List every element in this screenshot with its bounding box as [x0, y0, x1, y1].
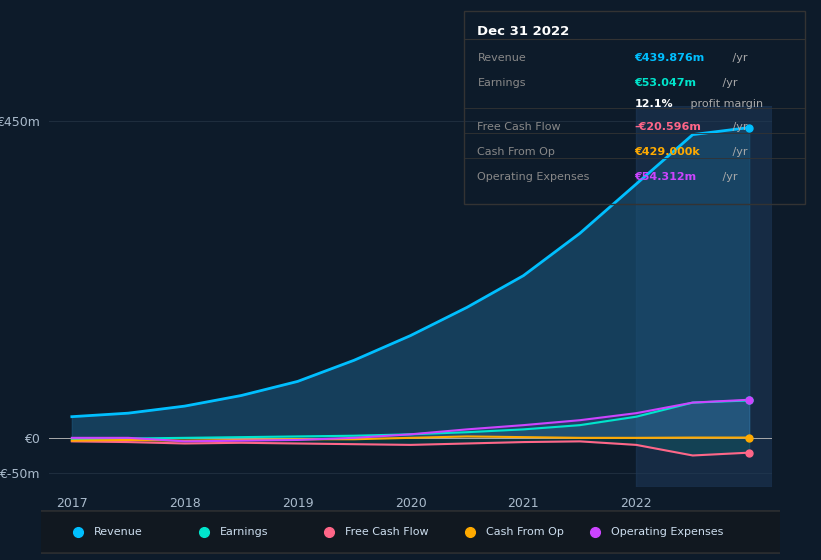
Text: Cash From Op: Cash From Op	[478, 147, 555, 157]
Text: 12.1%: 12.1%	[635, 99, 673, 109]
Text: Operating Expenses: Operating Expenses	[612, 527, 724, 537]
Text: Earnings: Earnings	[478, 78, 526, 88]
Text: Revenue: Revenue	[94, 527, 143, 537]
Text: Free Cash Flow: Free Cash Flow	[478, 122, 561, 132]
Text: €429.000k: €429.000k	[635, 147, 700, 157]
Text: Cash From Op: Cash From Op	[486, 527, 564, 537]
Text: /yr: /yr	[729, 53, 748, 63]
Text: Revenue: Revenue	[478, 53, 526, 63]
Text: /yr: /yr	[718, 78, 737, 88]
Text: €54.312m: €54.312m	[635, 172, 696, 183]
Text: Free Cash Flow: Free Cash Flow	[346, 527, 429, 537]
Text: profit margin: profit margin	[687, 99, 764, 109]
Text: Dec 31 2022: Dec 31 2022	[478, 25, 570, 38]
Text: /yr: /yr	[729, 122, 748, 132]
FancyBboxPatch shape	[26, 511, 795, 553]
Text: €53.047m: €53.047m	[635, 78, 696, 88]
Text: €439.876m: €439.876m	[635, 53, 704, 63]
Text: /yr: /yr	[718, 172, 737, 183]
Text: Earnings: Earnings	[220, 527, 268, 537]
Bar	[636, 106, 772, 487]
Text: /yr: /yr	[729, 147, 748, 157]
Text: -€20.596m: -€20.596m	[635, 122, 701, 132]
Text: Operating Expenses: Operating Expenses	[478, 172, 589, 183]
